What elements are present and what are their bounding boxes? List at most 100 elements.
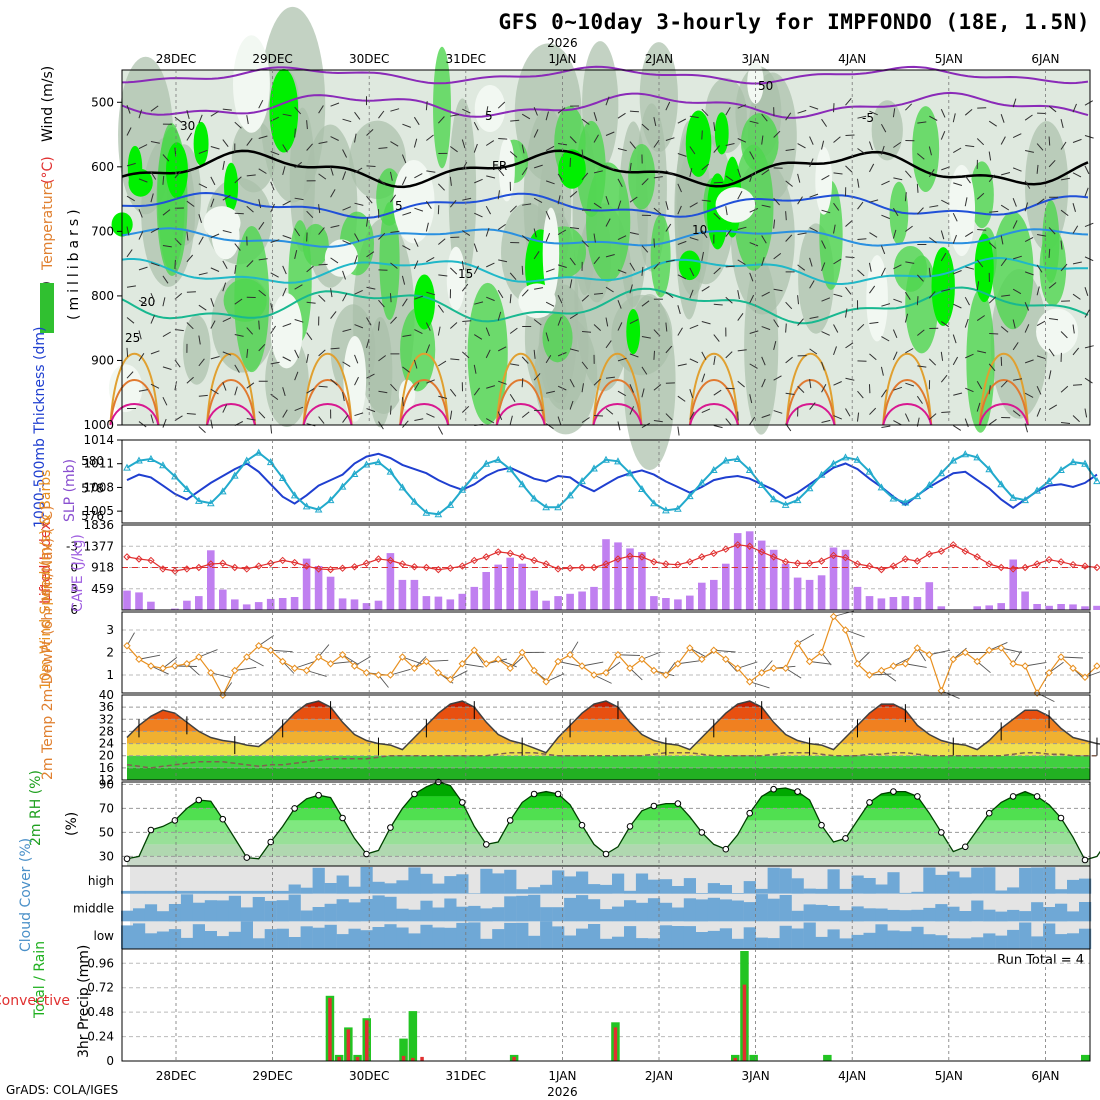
wind-barb: [821, 297, 831, 302]
wind-barb: [809, 379, 812, 389]
wind-barb: [366, 129, 374, 136]
slp-point: [590, 464, 598, 472]
cloud-bar: [240, 907, 253, 922]
wind-barb: [138, 421, 147, 428]
wind-barb: [605, 254, 615, 258]
wind-barb: [498, 138, 508, 140]
wind-barb: [665, 170, 674, 176]
wind-barb: [1060, 119, 1064, 129]
wind-barb: [677, 153, 687, 157]
wind-barb: [797, 232, 807, 236]
surface-wind-barb: [797, 633, 815, 644]
cloud-bar: [743, 902, 756, 922]
cape-ytick-label: 918: [91, 561, 114, 575]
wind-speed-point: [195, 653, 203, 661]
wind-barb: [342, 270, 346, 280]
wind-barb: [892, 207, 899, 217]
wind-speed-point: [973, 657, 981, 666]
rh-blob-bright: [413, 274, 436, 330]
wind-barb: [1048, 370, 1052, 380]
cloud-bar: [588, 884, 601, 894]
wind-barb: [401, 275, 406, 285]
bottom-date-label: 3JAN: [742, 1069, 770, 1083]
cape-bar: [326, 576, 335, 610]
wind-barb: [306, 210, 314, 219]
temp-band: [127, 743, 1090, 756]
wind-barb: [1048, 159, 1056, 168]
wind-barb: [677, 183, 682, 193]
wind-barb: [665, 322, 668, 332]
wind-barb: [617, 390, 627, 397]
wind-barb: [162, 245, 172, 248]
wind-barb: [318, 173, 327, 180]
wind-barb: [270, 116, 280, 122]
cloud-bar: [528, 887, 541, 894]
cloud-bar: [791, 878, 804, 894]
cloud-bar: [336, 934, 349, 949]
wind-barb: [306, 353, 309, 363]
wind-barb: [294, 228, 301, 237]
cloud-bar: [779, 925, 792, 949]
cloud-bar: [827, 906, 840, 922]
cape-bar: [805, 579, 814, 610]
lifted-point: [590, 563, 598, 572]
wind-barb: [438, 360, 447, 367]
lifted-point: [542, 560, 550, 568]
wind-barb: [629, 319, 639, 324]
wind-barb: [509, 272, 517, 281]
wind-barb: [318, 141, 328, 145]
wind-barb: [1072, 347, 1080, 356]
wind-speed-point: [506, 664, 514, 672]
cloud-bar: [1019, 867, 1032, 894]
cloud-bar: [815, 904, 828, 922]
wind-barb: [665, 291, 674, 299]
wind-barb: [282, 113, 292, 117]
wind-barb: [977, 350, 987, 354]
cloud-bar: [144, 904, 158, 922]
cloud-bar: [851, 906, 864, 922]
wind-barb: [510, 363, 520, 366]
wind-barb: [366, 251, 375, 258]
wind-barb: [773, 319, 780, 328]
wind-barb: [533, 106, 538, 116]
wind-barb: [1072, 324, 1075, 334]
wind-barb: [725, 229, 732, 237]
cloud-bar: [444, 898, 457, 922]
wind-barb: [449, 388, 457, 397]
wind-barb: [965, 353, 974, 359]
cape-bar: [769, 549, 778, 610]
wind-barb: [809, 257, 813, 267]
precip-ytick-label: 0.96: [87, 956, 114, 970]
lifted-point: [566, 564, 574, 572]
wind-barb: [713, 334, 720, 342]
wind-barb: [1072, 172, 1082, 178]
wind-barb: [473, 265, 479, 275]
surface-wind-barb: [881, 670, 897, 682]
cloud-bar: [683, 878, 696, 894]
surface-warm-contour: [109, 352, 160, 426]
wind-barb: [294, 197, 304, 201]
wind-barb: [1013, 378, 1023, 381]
cloud-bar: [121, 910, 134, 922]
wind-speed-point: [901, 660, 910, 668]
rh-point: [914, 793, 921, 800]
cloud-bar: [348, 902, 361, 922]
slp-point: [518, 480, 527, 488]
rh-blob-dry: [203, 206, 241, 240]
rh-blob-grey: [448, 98, 477, 289]
slp-point: [278, 473, 287, 481]
wind-barb: [629, 406, 635, 415]
wind-barb: [258, 258, 268, 261]
lifted-point: [961, 547, 969, 555]
thickness-line: [126, 452, 1098, 510]
cloud-bar: [1043, 867, 1056, 894]
temp-band: [127, 767, 1090, 780]
wind-barb: [785, 323, 787, 333]
rh-point: [650, 802, 658, 810]
wind-barb: [1048, 282, 1057, 289]
wind-barb: [713, 425, 723, 429]
rh-point: [842, 835, 849, 842]
wind-barb: [425, 222, 429, 232]
wind-barb: [833, 224, 836, 234]
cloud-bar: [1043, 923, 1056, 949]
